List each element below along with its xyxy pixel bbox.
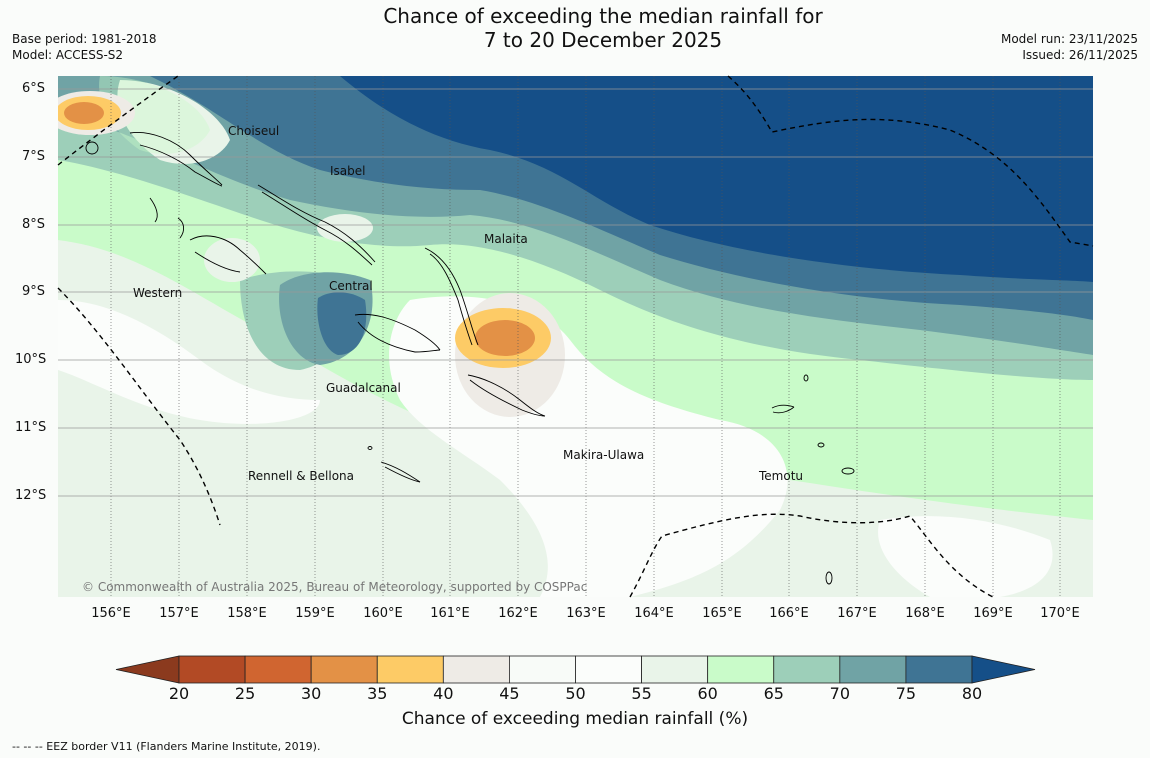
- lon-label: 162°E: [498, 606, 538, 621]
- colorbar-tick-label: 65: [763, 684, 784, 703]
- lon-label: 161°E: [430, 606, 470, 621]
- lon-label: 168°E: [905, 606, 945, 621]
- lon-label: 160°E: [363, 606, 403, 621]
- copyright-notice: © Commonwealth of Australia 2025, Bureau…: [82, 580, 588, 594]
- chart-title: Chance of exceeding the median rainfall …: [0, 4, 1150, 52]
- lat-label: 12°S: [15, 488, 47, 503]
- lon-label: 159°E: [295, 606, 335, 621]
- place-isabel: Isabel: [330, 164, 366, 178]
- lat-label: 6°S: [22, 81, 46, 96]
- lat-label: 9°S: [22, 284, 46, 299]
- colorbar-tick-label: 35: [367, 684, 388, 703]
- colorbar-swatch: [509, 655, 576, 684]
- lon-label: 170°E: [1040, 606, 1080, 621]
- colorbar-tick-label: 40: [433, 684, 454, 703]
- colorbar-swatch: [575, 655, 642, 684]
- place-guadalcanal: Guadalcanal: [326, 381, 401, 395]
- colorbar-tick-label: 75: [895, 684, 917, 703]
- colorbar-swatch: [641, 655, 709, 684]
- title-line-1: Chance of exceeding the median rainfall …: [383, 4, 823, 28]
- lat-label: 7°S: [22, 149, 46, 164]
- colorbar-swatch: [839, 655, 907, 684]
- lon-label: 164°E: [634, 606, 674, 621]
- title-line-2: 7 to 20 December 2025: [483, 28, 723, 52]
- colorbar-swatch: [707, 655, 775, 684]
- colorbar-tick-label: 30: [300, 684, 322, 703]
- colorbar-tick-label: 60: [697, 684, 718, 703]
- lat-label: 11°S: [15, 420, 47, 435]
- colorbar-arrow-high: [971, 655, 1036, 684]
- lon-label: 157°E: [159, 606, 199, 621]
- lon-label: 166°E: [769, 606, 809, 621]
- lon-label: 158°E: [227, 606, 267, 621]
- place-central: Central: [329, 279, 373, 293]
- colorbar-swatch: [442, 655, 510, 684]
- colorbar-tick-label: 80: [961, 684, 983, 703]
- colorbar-swatch: [376, 655, 444, 684]
- lon-label: 165°E: [702, 606, 742, 621]
- colorbar-tick-label: 25: [234, 684, 256, 703]
- place-malaita: Malaita: [484, 232, 528, 246]
- model-run: Model run: 23/11/2025: [1000, 32, 1138, 46]
- colorbar-label: Chance of exceeding median rainfall (%): [401, 709, 749, 729]
- issued-date: Issued: 26/11/2025: [1022, 48, 1138, 62]
- lat-label: 8°S: [22, 217, 46, 232]
- colorbar-tick-label: 50: [565, 684, 586, 703]
- lon-label: 156°E: [91, 606, 131, 621]
- model-name: Model: ACCESS-S2: [12, 48, 124, 62]
- colorbar-tick-label: 20: [168, 684, 190, 703]
- lon-label: 169°E: [973, 606, 1013, 621]
- place-choiseul: Choiseul: [228, 124, 280, 138]
- colorbar-swatch: [178, 655, 246, 684]
- place-makira-ulawa: Makira-Ulawa: [563, 448, 645, 462]
- colorbar-tick-label: 55: [631, 684, 652, 703]
- colorbar-swatch: [773, 655, 841, 684]
- colorbar-swatch: [310, 655, 378, 684]
- colorbar-swatches: [115, 655, 1036, 684]
- lat-label: 10°S: [15, 352, 47, 367]
- eez-borders: [57, 75, 1094, 598]
- lon-label: 163°E: [566, 606, 606, 621]
- colorbar-tick-label: 70: [829, 684, 851, 703]
- colorbar-swatch: [244, 655, 312, 684]
- place-temotu: Temotu: [759, 469, 804, 483]
- meta-right: Model run: 23/11/2025 Issued: 26/11/2025: [1001, 31, 1138, 63]
- meta-left: Base period: 1981-2018 Model: ACCESS-S2: [12, 31, 157, 63]
- place-western: Western: [133, 286, 183, 300]
- eez-note: -- -- -- EEZ border V11 (Flanders Marine…: [12, 740, 321, 753]
- colorbar-tick-label: 45: [499, 684, 520, 703]
- coastlines: [85, 132, 855, 585]
- lon-label: 167°E: [837, 606, 877, 621]
- colorbar-swatch: [905, 655, 973, 684]
- colorbar-arrow-low: [115, 655, 180, 684]
- base-period: Base period: 1981-2018: [12, 32, 157, 46]
- place-rennell-bellona: Rennell & Bellona: [248, 469, 355, 483]
